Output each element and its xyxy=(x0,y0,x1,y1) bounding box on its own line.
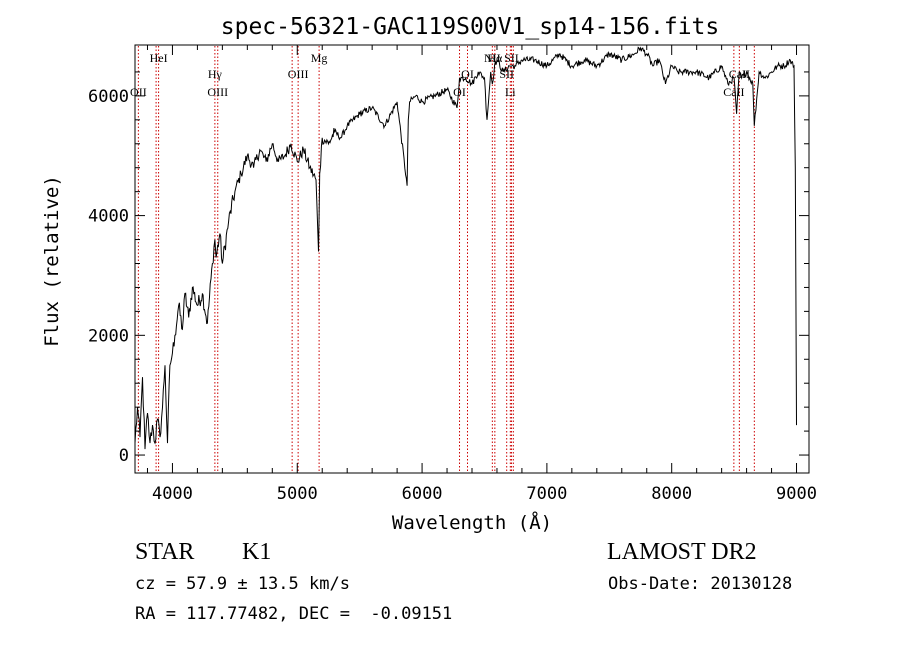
chart-title: spec-56321-GAC119S00V1_sp14-156.fits xyxy=(221,14,720,40)
emission-line-label: OIII xyxy=(207,85,228,99)
redshift-velocity: cz = 57.9 ± 13.5 km/s xyxy=(135,574,350,594)
emission-line-markers xyxy=(137,46,755,472)
emission-line-label: HeI xyxy=(150,51,168,65)
x-tick-label: 9000 xyxy=(776,484,817,504)
x-axis-label: Wavelength (Å) xyxy=(392,511,552,534)
plot-frame xyxy=(134,44,810,474)
x-tick-label: 4000 xyxy=(152,484,193,504)
emission-line-label: SII xyxy=(504,51,519,65)
survey-label: LAMOST DR2 xyxy=(607,539,757,565)
observation-date: Obs-Date: 20130128 xyxy=(608,574,793,594)
spectrum-line xyxy=(134,46,797,450)
y-tick-label: 2000 xyxy=(88,326,129,346)
x-tick-label: 7000 xyxy=(526,484,567,504)
tick-labels: 4000 5000 6000 7000 8000 9000 0 2000 4000 6000 xyxy=(88,87,817,504)
emission-line-label: Hγ xyxy=(208,67,223,81)
emission-line-labels: OIIHeIHγOIIIOIIIMgOIOINIIHαSIILiSIICaIIC… xyxy=(130,51,750,99)
object-subclass: K1 xyxy=(242,539,272,565)
emission-line-label: Li xyxy=(505,85,516,99)
x-tick-label: 5000 xyxy=(277,484,318,504)
x-tick-label: 8000 xyxy=(651,484,692,504)
emission-line-label: OI xyxy=(453,85,466,99)
emission-line-label: Mg xyxy=(311,51,328,65)
y-tick-label: 6000 xyxy=(88,87,129,107)
emission-line-label: OII xyxy=(130,85,147,99)
y-axis-label: Flux (relative) xyxy=(41,175,63,347)
axis-ticks xyxy=(135,45,809,473)
emission-line-label: CaII xyxy=(723,85,744,99)
object-class: STAR xyxy=(135,539,195,565)
y-tick-label: 4000 xyxy=(88,207,129,227)
emission-line-label: OIII xyxy=(288,67,309,81)
x-tick-label: 6000 xyxy=(402,484,443,504)
emission-line-label: OI xyxy=(461,67,474,81)
y-tick-label: 0 xyxy=(119,446,129,466)
ra-dec-coordinates: RA = 117.77482, DEC = -0.09151 xyxy=(135,604,453,624)
